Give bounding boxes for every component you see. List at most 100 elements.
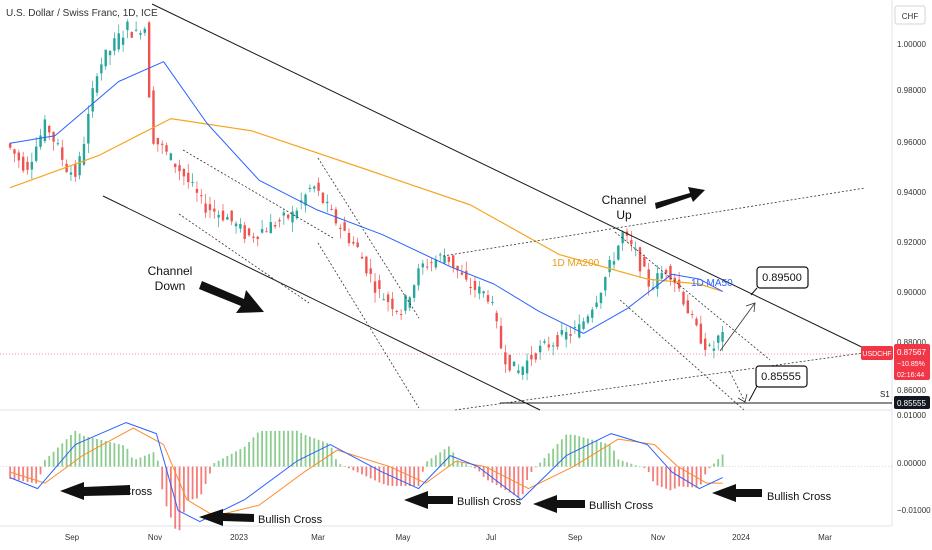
candle-body bbox=[247, 228, 251, 236]
sub-channel-line[interactable] bbox=[182, 149, 334, 239]
histogram-bar bbox=[165, 466, 168, 507]
candle-body bbox=[43, 119, 47, 142]
price-badge-timer: 02:16:44 bbox=[897, 372, 924, 379]
bullish-cross-label: Bullish Cross bbox=[258, 514, 323, 526]
bullish-cross-arrow bbox=[533, 495, 585, 513]
histogram-bar bbox=[200, 466, 203, 495]
candle-body bbox=[165, 145, 168, 152]
histogram-bar bbox=[248, 442, 250, 467]
time-label: Mar bbox=[311, 533, 325, 542]
sub-channel-line[interactable] bbox=[317, 242, 420, 409]
projection-up-arrow bbox=[719, 302, 756, 352]
candle-body bbox=[564, 332, 568, 340]
sub-channel-line[interactable] bbox=[614, 231, 771, 361]
candle-body bbox=[208, 204, 212, 211]
channel-down-lower-line[interactable] bbox=[102, 195, 541, 411]
histogram-bar bbox=[183, 466, 185, 513]
candle-body bbox=[95, 76, 99, 93]
histogram-bar bbox=[317, 439, 320, 467]
histogram-bar bbox=[304, 435, 307, 467]
candle-body bbox=[213, 208, 216, 212]
candle-body bbox=[191, 182, 194, 184]
histogram-bar bbox=[235, 451, 237, 467]
candle-body bbox=[412, 285, 416, 298]
candle-body bbox=[643, 256, 646, 267]
candle-body bbox=[308, 187, 312, 189]
histogram-bar bbox=[656, 466, 659, 486]
histogram-bar bbox=[274, 430, 277, 467]
candle-body bbox=[439, 254, 442, 256]
histogram-bar bbox=[534, 466, 537, 468]
bullish-cross-label: Bullish Cross bbox=[589, 500, 654, 512]
target-level-box[interactable] bbox=[756, 266, 809, 289]
candle-body bbox=[708, 344, 711, 346]
candle-body bbox=[460, 272, 464, 275]
candle-body bbox=[260, 229, 264, 233]
time-label: Nov bbox=[148, 533, 162, 542]
price-tick-label: 0.94000 bbox=[897, 188, 926, 197]
price-tick-label: 0.92000 bbox=[897, 238, 926, 247]
histogram-bar bbox=[504, 466, 507, 491]
currency-button[interactable] bbox=[894, 5, 926, 25]
histogram-bar bbox=[439, 452, 442, 467]
histogram-bar bbox=[139, 457, 142, 467]
candle-body bbox=[104, 49, 107, 67]
candles bbox=[8, 19, 724, 381]
histogram-bar bbox=[417, 466, 420, 486]
histogram-bar bbox=[122, 445, 124, 467]
candle-body bbox=[373, 281, 377, 293]
candle-body bbox=[330, 208, 333, 210]
indicator-lines bbox=[9, 61, 723, 523]
candle-body bbox=[8, 143, 12, 148]
channel-up-lower-line[interactable] bbox=[454, 351, 871, 411]
channel-up-upper-line[interactable] bbox=[442, 187, 866, 257]
histogram-bar bbox=[708, 466, 711, 469]
histogram-bar bbox=[326, 442, 329, 467]
candle-body bbox=[617, 245, 620, 260]
candle-body bbox=[391, 298, 394, 310]
candle-body bbox=[686, 300, 690, 314]
candle-body bbox=[304, 194, 307, 206]
candle-body bbox=[530, 354, 533, 360]
histogram-bar bbox=[421, 466, 424, 472]
histogram-bar bbox=[178, 466, 181, 531]
candle-body bbox=[717, 335, 720, 343]
candle-body bbox=[56, 143, 60, 145]
candle-body bbox=[178, 165, 181, 172]
histogram-bar bbox=[434, 455, 437, 467]
projection-down-arrow bbox=[729, 371, 746, 403]
candle-body bbox=[82, 143, 86, 165]
price-tick-label: 0.88000 bbox=[897, 338, 926, 347]
candle-body bbox=[313, 186, 316, 189]
candle-body bbox=[430, 262, 433, 264]
macd-tick-label: 0.00000 bbox=[897, 459, 926, 468]
histogram-bar bbox=[404, 466, 407, 486]
candle-body bbox=[660, 272, 663, 279]
candle-body bbox=[443, 255, 446, 264]
histogram-bar bbox=[22, 466, 25, 482]
histogram-bar bbox=[70, 434, 72, 467]
candle-body bbox=[69, 172, 73, 175]
candle-body bbox=[486, 295, 490, 302]
macd-line bbox=[9, 422, 723, 523]
sub-channel-line[interactable] bbox=[317, 157, 420, 319]
candle-body bbox=[91, 88, 94, 112]
histogram-bar bbox=[148, 453, 151, 467]
candle-body bbox=[673, 277, 676, 284]
support-level-box[interactable] bbox=[755, 365, 808, 388]
support-level-label: 0.85555 bbox=[761, 371, 801, 383]
histogram-bar bbox=[282, 430, 285, 467]
histogram-bar bbox=[57, 447, 59, 467]
candle-body bbox=[269, 222, 272, 234]
histogram-bar bbox=[699, 466, 702, 485]
histogram-bar bbox=[369, 466, 372, 479]
macd-tick-label: −0.01000 bbox=[897, 506, 931, 515]
macd-axis: 0.01000 0.00000 −0.01000 bbox=[897, 411, 931, 515]
time-label: May bbox=[395, 533, 410, 542]
histogram-bar bbox=[587, 438, 589, 467]
histogram-bar bbox=[578, 436, 581, 467]
histogram-bar bbox=[230, 453, 233, 467]
histogram-bar bbox=[400, 466, 403, 486]
histogram-bar bbox=[600, 442, 602, 467]
